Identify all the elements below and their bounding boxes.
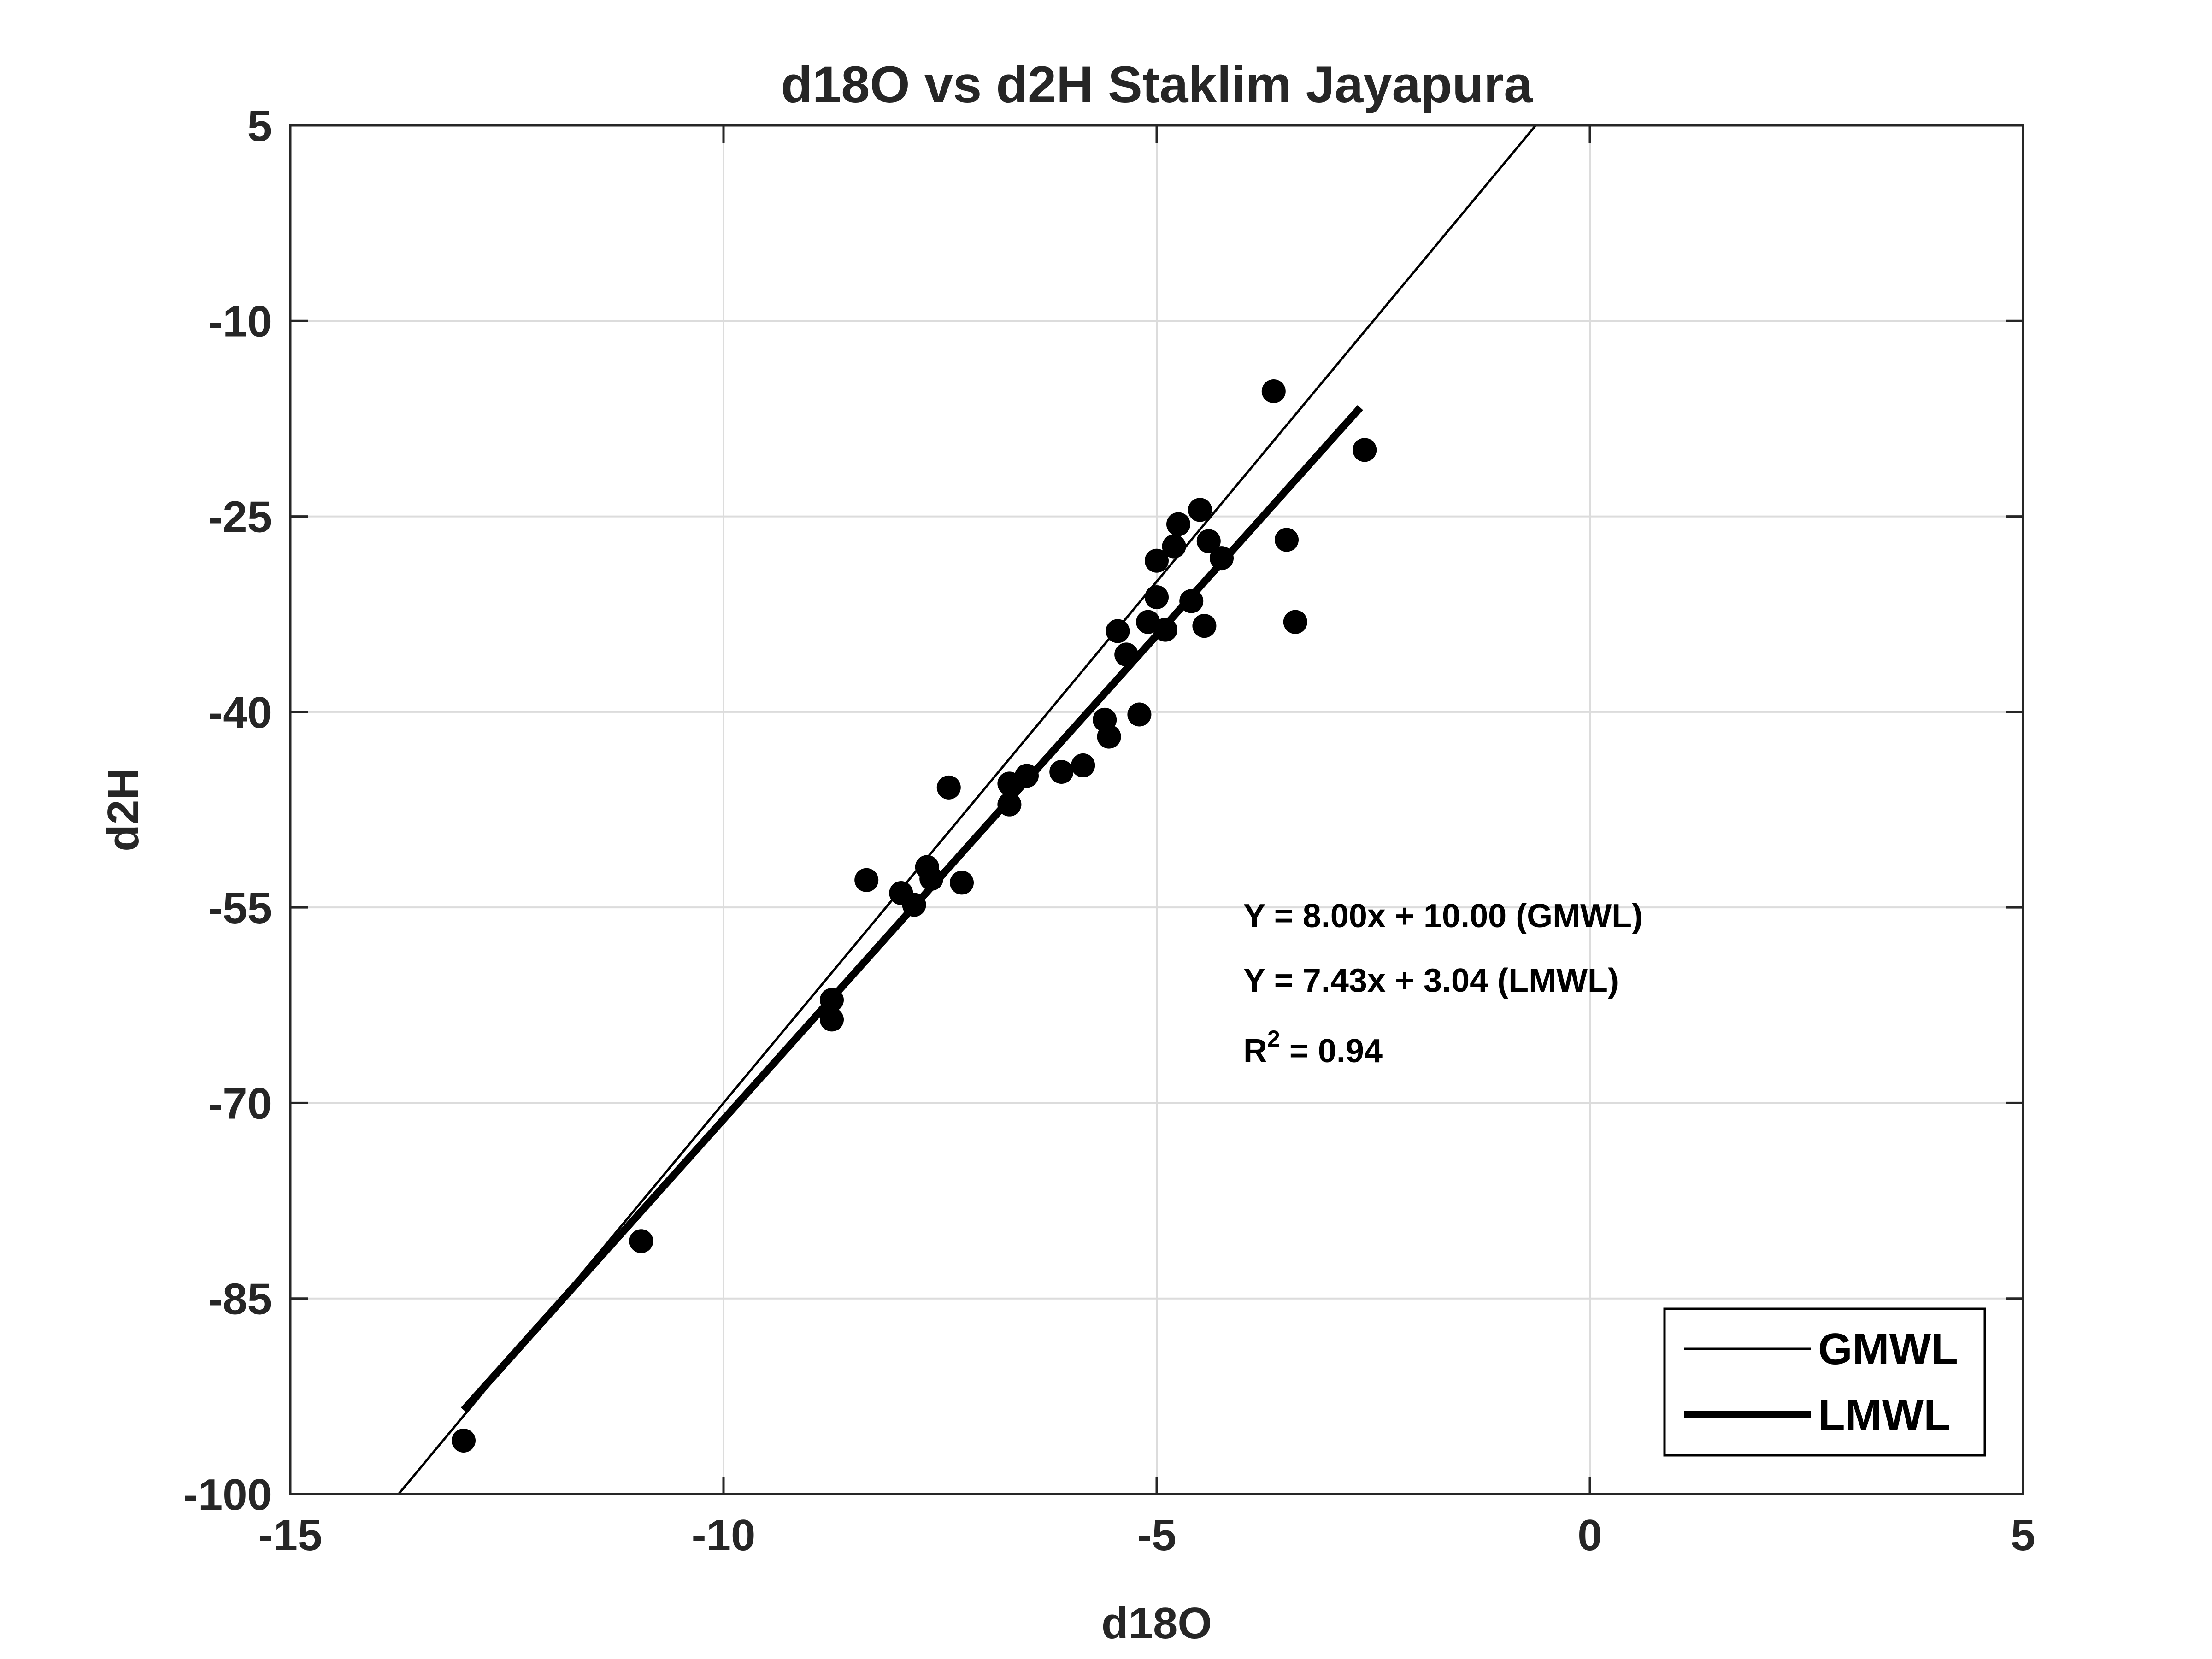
data-point — [820, 1007, 844, 1032]
y-tick-label: -55 — [208, 883, 272, 933]
y-tick-label: -85 — [208, 1275, 272, 1324]
gmwl-equation: Y = 8.00x + 10.00 (GMWL) — [1243, 898, 1643, 935]
data-point — [1097, 724, 1121, 749]
legend-gmwl-label: GMWL — [1818, 1324, 1958, 1374]
data-point — [1145, 585, 1169, 609]
legend-lmwl-label: LMWL — [1818, 1390, 1951, 1440]
data-point — [1188, 498, 1212, 522]
data-point — [919, 866, 944, 891]
lmwl-equation: Y = 7.43x + 3.04 (LMWL) — [1243, 962, 1619, 999]
data-point — [452, 1429, 476, 1453]
y-tick-label: -25 — [208, 493, 272, 542]
data-point — [1015, 764, 1039, 788]
tick-labels: -15 -10 -5 0 5 -100 -85 -70 -55 -40 -25 -10 5 — [183, 101, 2036, 1560]
data-point — [936, 775, 961, 800]
r-squared-prefix: R — [1243, 1033, 1267, 1070]
data-point — [1179, 589, 1204, 613]
data-point — [1166, 512, 1190, 536]
data-point — [1145, 548, 1169, 573]
chart-title: d18O vs d2H Staklim Jayapura — [781, 56, 1533, 113]
data-point — [1106, 619, 1130, 643]
x-axis-label: d18O — [1101, 1599, 1212, 1648]
y-axis-label: d2H — [99, 768, 148, 851]
data-point — [950, 871, 974, 895]
data-point — [1192, 614, 1217, 638]
data-point — [820, 988, 844, 1012]
data-point — [854, 868, 879, 892]
x-tick-label: 0 — [1577, 1511, 1602, 1560]
data-point — [1049, 759, 1074, 784]
y-tick-label: 5 — [247, 101, 272, 151]
x-tick-label: -15 — [259, 1511, 323, 1560]
data-point — [1353, 438, 1377, 462]
tick-marks — [289, 124, 2024, 1495]
data-point — [1275, 528, 1299, 552]
data-point — [997, 792, 1022, 817]
r-squared: R2 = 0.94 — [1243, 1026, 1382, 1070]
data-point — [629, 1229, 653, 1253]
grid — [290, 125, 2023, 1494]
data-point — [902, 893, 926, 917]
data-point — [1153, 618, 1177, 642]
equation-annotations: Y = 8.00x + 10.00 (GMWL) Y = 7.43x + 3.0… — [1243, 898, 1643, 1070]
x-tick-label: 5 — [2011, 1511, 2035, 1560]
legend: GMWL LMWL — [1663, 1307, 1986, 1457]
data-point — [1162, 534, 1186, 559]
data-point — [1071, 753, 1095, 777]
data-point — [1114, 642, 1139, 667]
x-tick-label: -10 — [692, 1511, 756, 1560]
data-point — [1210, 546, 1234, 571]
data-points — [452, 379, 1377, 1453]
y-tick-label: -40 — [208, 688, 272, 737]
data-point — [1283, 610, 1307, 634]
data-point — [1196, 529, 1221, 553]
y-tick-label: -10 — [208, 297, 272, 346]
legend-box — [1663, 1307, 1986, 1457]
r-squared-superscript: 2 — [1267, 1026, 1280, 1052]
y-tick-label: -100 — [183, 1470, 272, 1519]
y-tick-label: -70 — [208, 1079, 272, 1128]
r-squared-value: = 0.94 — [1280, 1033, 1382, 1070]
x-tick-label: -5 — [1137, 1511, 1176, 1560]
data-point — [1127, 702, 1152, 727]
data-point — [1261, 379, 1286, 404]
